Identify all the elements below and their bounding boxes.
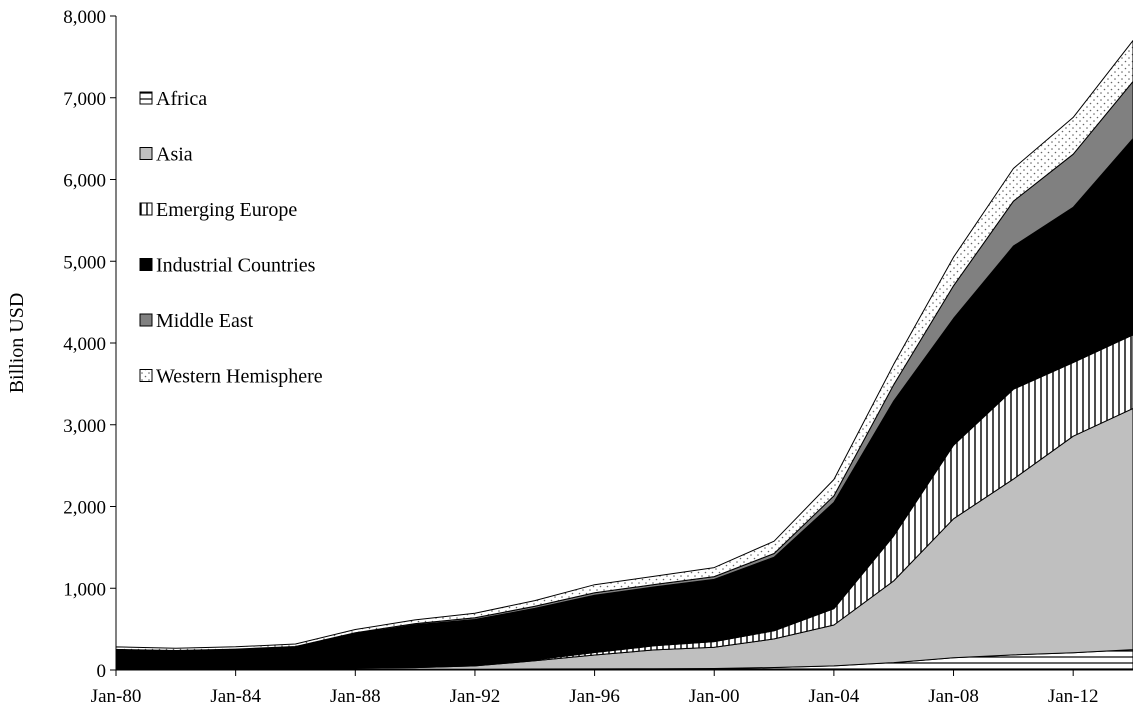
legend-swatch	[139, 147, 153, 160]
legend-label: Industrial Countries	[156, 255, 316, 277]
y-tick-label: 3,000	[63, 416, 106, 437]
legend-label: Western Hemisphere	[156, 366, 323, 388]
legend-label: Africa	[156, 88, 207, 110]
x-tick-label: Jan-80	[91, 686, 142, 707]
x-tick-label: Jan-92	[450, 686, 501, 707]
legend-label: Middle East	[156, 310, 254, 332]
legend-label: Asia	[156, 144, 193, 166]
legend-item-asia: Asia	[139, 144, 193, 166]
legend-item-emerging-europe: Emerging Europe	[139, 199, 297, 221]
legend-swatch	[139, 91, 153, 105]
y-tick-label: 7,000	[63, 89, 106, 110]
y-tick-label: 6,000	[63, 171, 106, 192]
legend-item-industrial-countries: Industrial Countries	[139, 255, 316, 277]
x-tick-label: Jan-96	[569, 686, 620, 707]
y-tick-label: 8,000	[63, 7, 106, 28]
legend-swatch	[139, 369, 153, 382]
y-axis-title: Billion USD	[6, 293, 28, 394]
legend: Africa Asia Emerging Europe Industrial Coun…	[139, 88, 323, 388]
legend-item-africa: Africa	[139, 88, 207, 110]
legend-swatch	[139, 202, 153, 216]
x-tick-label: Jan-12	[1048, 686, 1099, 707]
y-ticks: 0 1,000 2,000 3,000 4,000 5,000 6,000 7,000 8,00…	[63, 7, 116, 682]
legend-swatch	[139, 313, 153, 327]
y-tick-label: 0	[97, 661, 107, 682]
y-tick-label: 2,000	[63, 498, 106, 519]
x-tick-label: Jan-04	[809, 686, 860, 707]
y-tick-label: 1,000	[63, 579, 106, 600]
legend-item-western-hemisphere: Western Hemisphere	[139, 366, 323, 388]
series-areas	[115, 40, 1133, 671]
x-ticks: Jan-80 Jan-84 Jan-88 Jan-92 Jan-96 Jan-00 Jan-…	[91, 670, 1099, 707]
y-tick-label: 4,000	[63, 334, 106, 355]
legend-swatch	[139, 258, 153, 271]
y-tick-label: 5,000	[63, 252, 106, 273]
x-tick-label: Jan-88	[330, 686, 381, 707]
x-tick-label: Jan-08	[928, 686, 979, 707]
legend-label: Emerging Europe	[156, 199, 297, 221]
legend-item-middle-east: Middle East	[139, 310, 254, 332]
area-western-hemisphere	[115, 40, 1133, 651]
x-tick-label: Jan-84	[210, 686, 261, 707]
x-tick-label: Jan-00	[689, 686, 740, 707]
